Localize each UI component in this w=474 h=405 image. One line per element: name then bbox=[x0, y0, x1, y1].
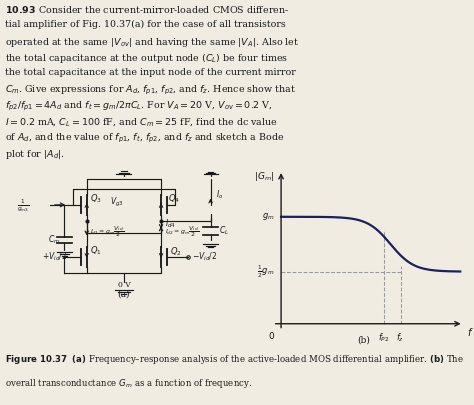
Text: $\mathbf{Figure\ 10.37}$  $\mathbf{(a)}$ Frequency–response analysis of the acti: $\mathbf{Figure\ 10.37}$ $\mathbf{(a)}$ … bbox=[5, 353, 464, 366]
Text: $C_L$: $C_L$ bbox=[219, 225, 229, 237]
Text: $Q_3$: $Q_3$ bbox=[91, 192, 102, 205]
Text: $I_{d2}=g_m\dfrac{V_{id}}{2}$: $I_{d2}=g_m\dfrac{V_{id}}{2}$ bbox=[165, 224, 199, 239]
Text: 0 V: 0 V bbox=[118, 281, 130, 289]
Text: $-V_{id}/2$: $-V_{id}/2$ bbox=[192, 251, 217, 263]
Text: the total capacitance at the input node of the current mirror: the total capacitance at the input node … bbox=[5, 68, 295, 77]
Text: $g_m$: $g_m$ bbox=[262, 211, 274, 222]
Text: 0: 0 bbox=[269, 332, 274, 341]
Text: $I_o$: $I_o$ bbox=[216, 188, 223, 201]
Text: $C_m$: $C_m$ bbox=[48, 234, 61, 247]
Text: (b): (b) bbox=[357, 336, 371, 345]
Text: $I = 0.2$ mA, $C_L = 100$ fF, and $C_m = 25$ fF, find the dc value: $I = 0.2$ mA, $C_L = 100$ fF, and $C_m =… bbox=[5, 116, 278, 128]
Text: $Q_2$: $Q_2$ bbox=[170, 245, 182, 258]
Text: $Q_4$: $Q_4$ bbox=[168, 192, 181, 205]
Text: (a): (a) bbox=[118, 289, 130, 298]
Text: $f$: $f$ bbox=[467, 326, 474, 339]
Text: $\frac{1}{2}g_m$: $\frac{1}{2}g_m$ bbox=[257, 263, 274, 280]
Text: $V_{g3}$: $V_{g3}$ bbox=[109, 196, 123, 209]
Text: overall transconductance $G_m$ as a function of frequency.: overall transconductance $G_m$ as a func… bbox=[5, 377, 252, 390]
Text: $f_z$: $f_z$ bbox=[396, 332, 405, 345]
Text: $I_{d1}=g_m\dfrac{V_{id}}{2}$: $I_{d1}=g_m\dfrac{V_{id}}{2}$ bbox=[91, 224, 125, 239]
Text: $f_{p2}/f_{p1} = 4A_d$ and $f_t = g_m/2\pi C_L$. For $V_A = 20$ V, $V_{ov} = 0.2: $f_{p2}/f_{p1} = 4A_d$ and $f_t = g_m/2\… bbox=[5, 100, 272, 113]
Text: $f_{P2}$: $f_{P2}$ bbox=[378, 332, 390, 345]
Text: tial amplifier of Fig. 10.37(a) for the case of all transistors: tial amplifier of Fig. 10.37(a) for the … bbox=[5, 20, 285, 29]
Text: the total capacitance at the output node $(C_L)$ be four times: the total capacitance at the output node… bbox=[5, 52, 288, 65]
Text: $\frac{1}{g_{m3}}$: $\frac{1}{g_{m3}}$ bbox=[18, 197, 30, 213]
Text: $C_m$. Give expressions for $A_d$, $f_{p1}$, $f_{p2}$, and $f_z$. Hence show tha: $C_m$. Give expressions for $A_d$, $f_{p… bbox=[5, 84, 296, 97]
Text: $I_{d4}$: $I_{d4}$ bbox=[165, 217, 175, 230]
Text: $Q_1$: $Q_1$ bbox=[91, 244, 102, 257]
Text: of $A_d$, and the value of $f_{p1}$, $f_t$, $f_{p2}$, and $f_z$ and sketch a Bod: of $A_d$, and the value of $f_{p1}$, $f_… bbox=[5, 132, 284, 145]
Text: operated at the same $|V_{ov}|$ and having the same $|V_A|$. Also let: operated at the same $|V_{ov}|$ and havi… bbox=[5, 36, 299, 49]
Text: $+V_{id}/2$: $+V_{id}/2$ bbox=[42, 251, 67, 263]
Text: $\mathbf{10.93}$ Consider the current-mirror-loaded CMOS differen-: $\mathbf{10.93}$ Consider the current-mi… bbox=[5, 4, 289, 15]
Text: plot for $|A_d|$.: plot for $|A_d|$. bbox=[5, 148, 65, 161]
Text: $|G_m|$: $|G_m|$ bbox=[254, 170, 274, 183]
